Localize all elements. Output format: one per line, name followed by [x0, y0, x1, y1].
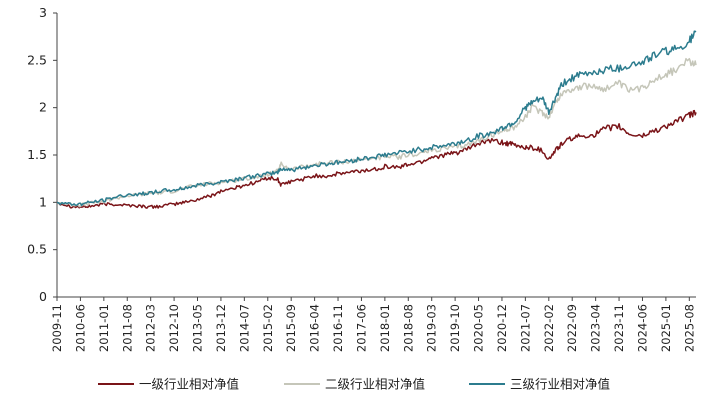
- x-axis: 2009-11 2010-06 2011-01 2011-08 2012-03 2012-…: [50, 296, 696, 352]
- series-lines: [56, 30, 697, 209]
- x-tick-label: 2015-02: [261, 304, 275, 352]
- x-tick-label: 2012-03: [144, 304, 158, 352]
- series-line-2: [56, 57, 697, 208]
- legend: 一级行业相对净值 二级行业相对净值 三级行业相对净值: [98, 377, 610, 392]
- x-tick-label: 2025-08: [682, 304, 696, 352]
- x-tick-label: 2020-12: [495, 304, 509, 352]
- y-tick-label: 2: [39, 100, 47, 115]
- x-tick-label: 2020-05: [472, 304, 486, 352]
- y-tick-label: 2.5: [27, 52, 47, 67]
- x-tick-label: 2018-08: [401, 304, 415, 352]
- x-tick-label: 2022-09: [565, 304, 579, 352]
- x-tick-label: 2018-01: [378, 304, 392, 352]
- x-tick-label: 2023-04: [589, 304, 603, 352]
- y-tick-label: 1.5: [27, 147, 47, 162]
- y-tick-label: 1: [39, 194, 47, 209]
- x-tick-label: 2022-02: [542, 304, 556, 352]
- y-tick-label: 0: [39, 289, 47, 304]
- y-tick-label: 3: [39, 5, 47, 20]
- x-tick-label: 2013-05: [191, 304, 205, 352]
- series-line-1: [56, 109, 697, 209]
- x-tick-label: 2015-09: [284, 304, 298, 352]
- x-tick-label: 2025-01: [659, 304, 673, 352]
- x-tick-label: 2011-01: [97, 304, 111, 352]
- x-tick-label: 2023-11: [612, 304, 626, 352]
- x-tick-label: 2019-10: [448, 304, 462, 352]
- series-line-3: [56, 30, 697, 207]
- y-tick-label: 0.5: [27, 242, 47, 257]
- legend-label-2: 二级行业相对净值: [325, 377, 425, 392]
- x-tick-label: 2010-06: [73, 304, 87, 352]
- x-tick-label: 2009-11: [50, 304, 64, 352]
- y-axis: 0 0.5 1 1.5 2 2.5 3: [27, 5, 58, 304]
- x-tick-label: 2019-03: [425, 304, 439, 352]
- x-tick-label: 2012-10: [167, 304, 181, 352]
- x-tick-label: 2016-11: [331, 304, 345, 352]
- x-tick-label: 2017-06: [354, 304, 368, 352]
- legend-label-3: 三级行业相对净值: [510, 377, 610, 392]
- x-tick-label: 2013-12: [214, 304, 228, 352]
- legend-label-1: 一级行业相对净值: [139, 377, 239, 392]
- x-tick-label: 2011-08: [120, 304, 134, 352]
- x-tick-label: 2016-04: [308, 304, 322, 352]
- x-tick-label: 2021-07: [518, 304, 532, 352]
- x-tick-label: 2024-06: [635, 304, 649, 352]
- x-tick-label: 2014-07: [237, 304, 251, 352]
